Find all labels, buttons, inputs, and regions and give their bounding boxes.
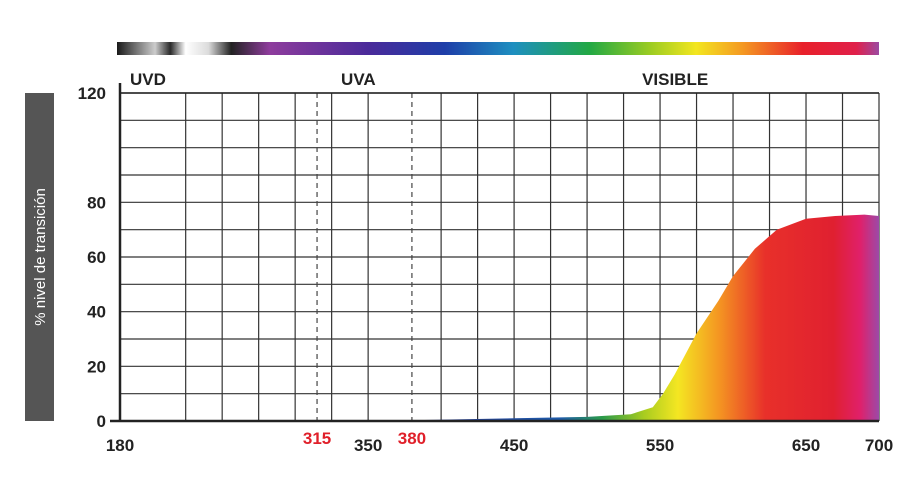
y-tick-label: 60 (87, 248, 106, 267)
y-axis-label: % nivel de transición (32, 188, 49, 326)
y-tick-label: 0 (97, 412, 106, 431)
grid (120, 92, 880, 421)
transmission-area (120, 214, 879, 421)
region-label-uvd: UVD (130, 70, 166, 89)
marker-label-315: 315 (303, 429, 331, 448)
y-axis-label-band (25, 93, 54, 421)
axes (110, 83, 879, 423)
y-tick-label: 20 (87, 357, 106, 376)
spectrum-bar (117, 42, 879, 55)
x-tick-label: 650 (792, 436, 820, 455)
region-label-visible: VISIBLE (642, 70, 708, 89)
curve-area-layer (120, 214, 879, 421)
y-tick-label: 120 (78, 84, 106, 103)
x-tick-label: 450 (500, 436, 528, 455)
marker-label-380: 380 (398, 429, 426, 448)
x-tick-label: 180 (106, 436, 134, 455)
x-tick-label: 700 (865, 436, 893, 455)
y-tick-label: 80 (87, 193, 106, 212)
region-label-uva: UVA (341, 70, 376, 89)
labels: 0 20 40 60 80 120 180 350 450 550 650 700 315 380 UVD U… (78, 70, 894, 455)
x-tick-label: 350 (354, 436, 382, 455)
y-tick-label: 40 (87, 303, 106, 322)
x-tick-label: 550 (646, 436, 674, 455)
